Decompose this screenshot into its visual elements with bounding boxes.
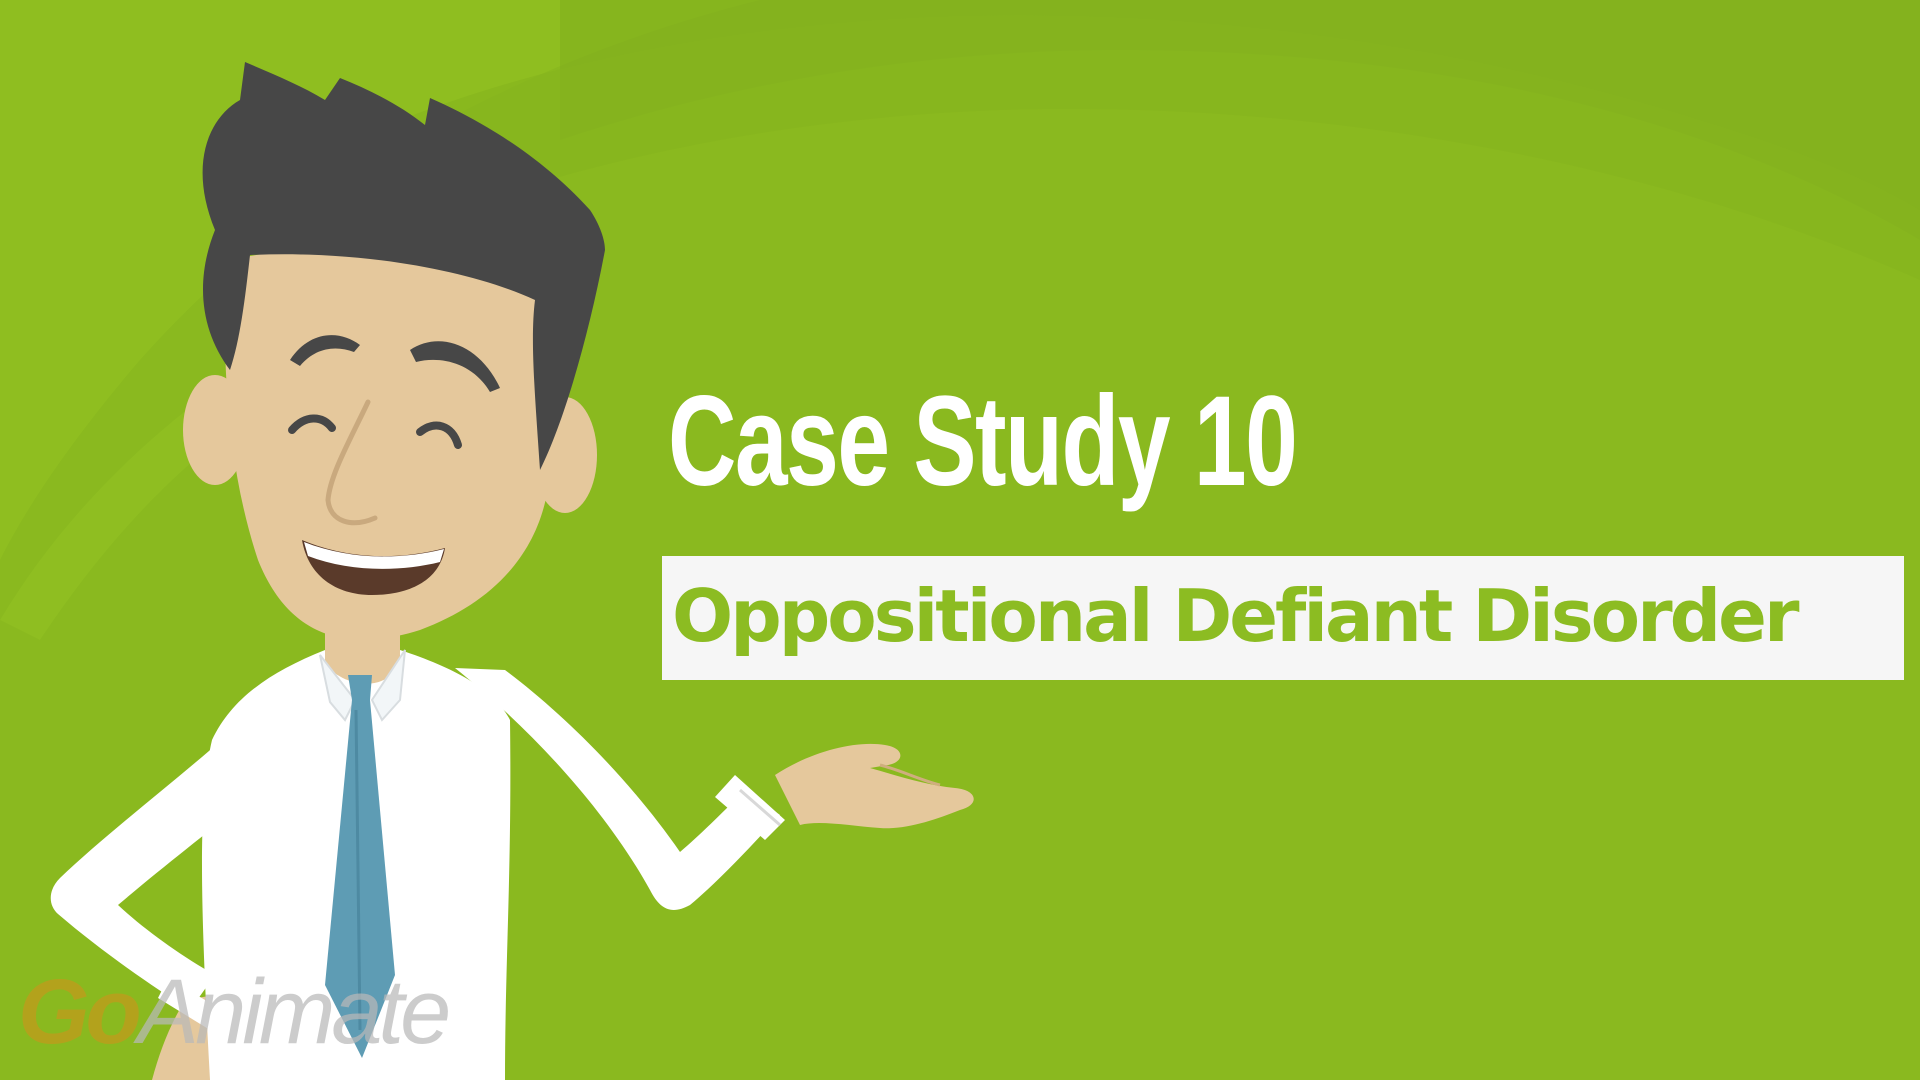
goanimate-logo: GoAnimate bbox=[18, 966, 451, 1058]
watermark-part-go: Go bbox=[18, 961, 142, 1063]
watermark-part-animate: Animate bbox=[137, 961, 451, 1063]
subtitle-banner: Oppositional Defiant Disorder bbox=[662, 556, 1904, 680]
title-heading: Case Study 10 bbox=[668, 370, 1298, 513]
subtitle-text: Oppositional Defiant Disorder bbox=[672, 574, 1800, 658]
